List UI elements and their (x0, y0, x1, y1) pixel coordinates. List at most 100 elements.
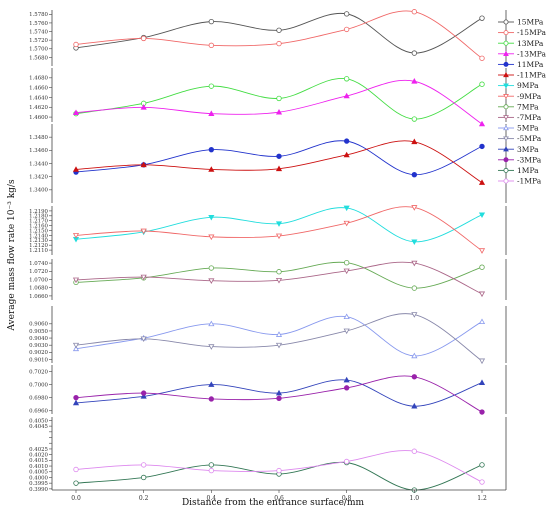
legend-item-3MPa: 3MPa (498, 145, 539, 154)
panel-13MPa: 1.4680 1.4660 1.4640 1.4620 1.4600 (29, 68, 507, 127)
y-tick-label: 0.4010 (29, 464, 48, 470)
legend-label: -11MPa (517, 71, 546, 80)
data-point--5MPa (275, 342, 283, 349)
data-point-7MPa (343, 260, 350, 266)
data-point-13MPa (411, 116, 418, 122)
y-tick-label: 1.3400 (29, 188, 48, 194)
data-point-1MPa (140, 474, 147, 481)
data-point-15MPa (411, 50, 418, 56)
legend-item--3MPa: -3MPa (498, 155, 542, 164)
data-point--5MPa (208, 344, 215, 350)
legend-label: -9MPa (517, 92, 542, 101)
y-tick-label: 1.2130 (29, 238, 48, 244)
data-point--5MPa (140, 336, 147, 342)
y-tick-label: 1.2170 (29, 219, 48, 225)
data-point--13MPa (140, 104, 147, 110)
data-point-9MPa (478, 212, 486, 219)
y-tick-label: 0.4020 (29, 453, 48, 459)
legend-label: -13MPa (517, 49, 546, 58)
x-tick-label: 0.6 (274, 495, 284, 502)
legend-item--1MPa: -1MPa (498, 177, 542, 186)
legend-marker-13MPa (503, 40, 509, 46)
x-tick-label: 0.0 (71, 495, 81, 502)
data-point-15MPa (343, 11, 350, 17)
data-point--15MPa (276, 40, 282, 47)
legend-label: 1MPa (517, 166, 539, 175)
data-point--9MPa (208, 234, 215, 241)
legend-marker-1MPa (503, 167, 509, 173)
x-axis: 0.0 0.2 0.4 0.6 0.8 1.0 1.2 (52, 489, 506, 502)
y-tick-label: 1.2150 (29, 228, 48, 234)
data-point--11MPa (208, 166, 215, 172)
data-point-3MPa (140, 393, 147, 399)
y-tick-label: 1.2190 (29, 209, 48, 215)
y-tick-label: 0.3995 (29, 481, 48, 487)
series-line--15MPa (75, 10, 483, 59)
data-point--7MPa (343, 268, 350, 275)
legend-marker-11MPa (503, 61, 509, 67)
y-tick-label: 0.7000 (29, 383, 48, 389)
y-tick-label: 1.5740 (29, 29, 48, 35)
data-point--3MPa (208, 396, 215, 402)
data-point-1MPa (208, 462, 215, 468)
y-axis-title: Average mass flow rate 10⁻³ kg/s (7, 179, 17, 332)
panel-1MPa: 0.40500.40450.40250.40200.40150.40100.40… (29, 417, 507, 493)
legend-marker--1MPa (503, 178, 509, 184)
data-point--9MPa (275, 233, 283, 240)
data-point--7MPa (275, 277, 283, 284)
y-tick-label: 1.4600 (29, 115, 48, 121)
x-tick-label: 0.8 (342, 495, 352, 502)
data-point--3MPa (276, 395, 282, 402)
x-tick-label: 1.2 (477, 495, 487, 502)
y-tick-label: 0.6960 (29, 409, 48, 415)
data-point--7MPa (72, 277, 80, 284)
data-point--1MPa (276, 467, 282, 474)
data-point-9MPa (275, 221, 283, 227)
legend-marker--7MPa (503, 115, 509, 121)
data-point-15MPa (208, 18, 215, 25)
legend-label: -3MPa (517, 155, 542, 164)
data-point-9MPa (208, 214, 215, 221)
data-point--13MPa (208, 110, 215, 116)
series-line--9MPa (75, 206, 483, 251)
data-point-3MPa (478, 379, 486, 385)
data-point--7MPa (478, 291, 486, 298)
y-tick-label: 1.4640 (29, 95, 48, 101)
series-line--11MPa (75, 140, 483, 183)
data-point-9MPa (343, 205, 350, 212)
data-point--3MPa (140, 390, 147, 396)
legend-label: 5MPa (517, 124, 539, 133)
data-point-11MPa (411, 172, 418, 178)
legend-label: -15MPa (517, 28, 546, 37)
x-tick-label: 0.2 (139, 495, 149, 502)
y-tick-label: 0.4005 (29, 470, 48, 476)
y-tick-label: 1.3460 (29, 148, 48, 154)
data-point--15MPa (411, 9, 418, 15)
y-tick-label: 0.4025 (29, 447, 48, 453)
data-point--11MPa (411, 138, 418, 145)
series-line--13MPa (75, 79, 483, 125)
panel-3MPa: 0.7020 0.7000 0.6980 0.6960 (29, 365, 507, 415)
y-tick-label: 1.3480 (29, 135, 48, 141)
y-tick-label: 0.4045 (29, 424, 48, 430)
series-line--1MPa (75, 450, 483, 483)
data-point-7MPa (411, 285, 418, 291)
data-point--13MPa (343, 92, 350, 99)
data-point--11MPa (478, 179, 486, 185)
legend-item--7MPa: -7MPa (498, 113, 542, 122)
data-point-11MPa (276, 153, 282, 159)
legend-item--13MPa: -13MPa (498, 49, 546, 58)
data-point-7MPa (276, 269, 282, 275)
data-point-11MPa (479, 143, 485, 150)
x-tick-label: 0.4 (207, 495, 217, 502)
legend-item-1MPa: 1MPa (498, 166, 539, 175)
y-tick-label: 1.2110 (29, 248, 48, 254)
data-point--15MPa (208, 42, 215, 49)
y-tick-label: 0.4000 (29, 475, 48, 481)
series-line--7MPa (75, 261, 483, 295)
y-tick-label: 0.6980 (29, 396, 48, 402)
legend-item-9MPa: 9MPa (498, 81, 539, 90)
